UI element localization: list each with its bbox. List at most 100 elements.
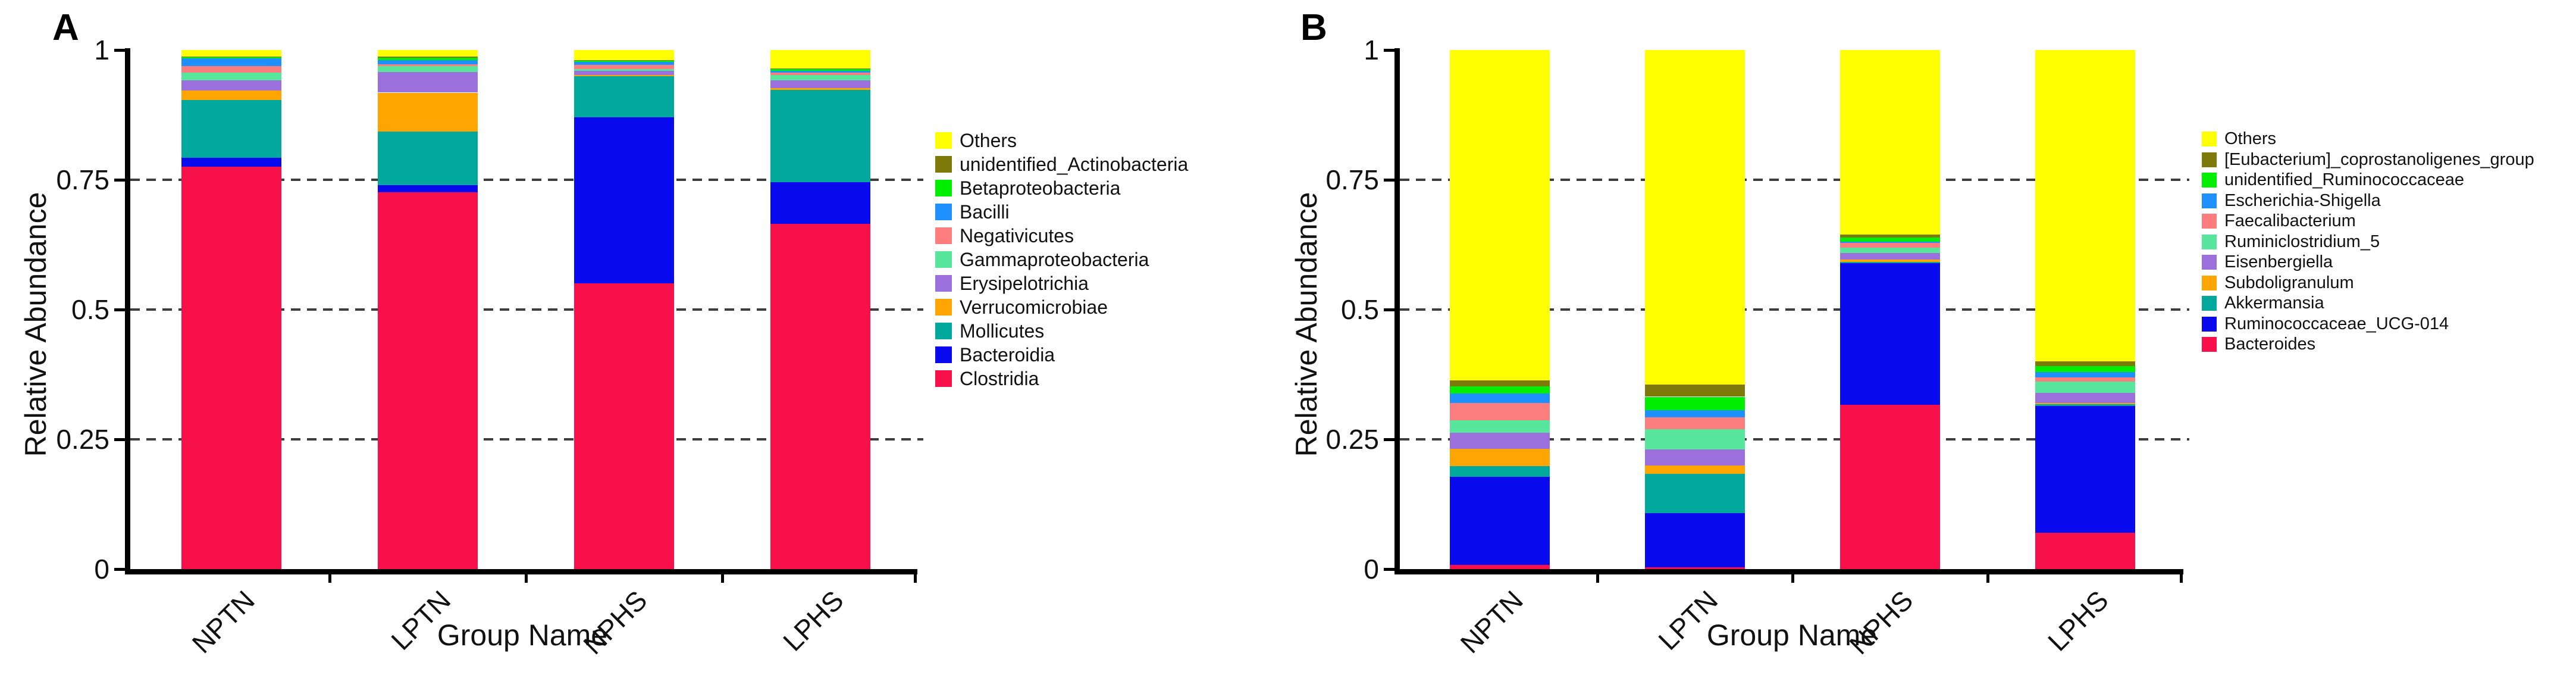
y-tick-0.25 xyxy=(1384,438,1394,441)
legend-swatch-Erysipelotrichia xyxy=(935,275,952,292)
y-axis-line xyxy=(1394,48,1400,573)
x-tick xyxy=(328,572,331,583)
panel-A-x-axis-title: Group Name xyxy=(437,618,608,652)
bar-segment-Faecalibacterium xyxy=(1645,417,1745,430)
legend-label: unidentified_Ruminococcaceae xyxy=(2224,170,2465,189)
bar-segment-[Eubacterium]_coprostanoligenes_group xyxy=(1840,234,1940,238)
legend-item: Mollicutes xyxy=(935,320,1045,342)
bar-segment-Bacteroides xyxy=(1840,404,1940,569)
x-tick xyxy=(1986,572,1989,583)
bar-segment-Others xyxy=(770,50,870,69)
bar-LPTN xyxy=(378,50,478,569)
bar-segment-Others xyxy=(1645,50,1745,385)
legend-item: Escherichia-Shigella xyxy=(2202,191,2381,210)
bar-segment-[Eubacterium]_coprostanoligenes_group xyxy=(1450,380,1550,387)
panel-B-x-axis-title: Group Name xyxy=(1706,618,1878,652)
y-axis-line xyxy=(125,48,130,573)
bar-segment-Gammaproteobacteria xyxy=(770,74,870,80)
bar-segment-Mollicutes xyxy=(378,131,478,185)
bar-segment-Betaproteobacteria xyxy=(378,58,478,60)
bar-segment-Ruminococcaceae_UCG-014 xyxy=(1645,513,1745,567)
legend-label: Ruminiclostridium_5 xyxy=(2224,232,2380,251)
x-axis-line xyxy=(125,569,917,574)
bar-segment-Betaproteobacteria xyxy=(181,57,281,58)
bar-segment-Escherichia-Shigella xyxy=(2035,371,2135,378)
legend-label: Eisenbergiella xyxy=(2224,252,2333,271)
y-tick-label: 0.25 xyxy=(1325,424,1379,455)
bar-segment-Verrucomicrobiae xyxy=(574,74,674,76)
bar-segment-Clostridia xyxy=(574,283,674,569)
legend-label: unidentified_Actinobacteria xyxy=(960,153,1189,175)
bar-segment-Akkermansia xyxy=(1645,474,1745,513)
gridline-0.25 xyxy=(130,438,923,441)
bar-segment-Bacteroidia xyxy=(574,117,674,284)
panel-B-letter: B xyxy=(1300,7,1327,48)
legend-item: Bacilli xyxy=(935,201,1010,223)
legend-swatch-Eisenbergiella xyxy=(2202,255,2217,270)
bar-segment-Bacilli xyxy=(181,58,281,67)
bar-segment-Gammaproteobacteria xyxy=(378,66,478,72)
bar-segment-Ruminiclostridium_5 xyxy=(1645,429,1745,449)
x-tick xyxy=(914,572,917,583)
legend-label: [Eubacterium]_coprostanoligenes_group xyxy=(2224,149,2534,169)
bar-segment-Betaproteobacteria xyxy=(770,69,870,71)
bar-segment-Akkermansia xyxy=(2035,404,2135,407)
legend-label: Faecalibacterium xyxy=(2224,211,2356,230)
bar-NPHS xyxy=(1840,50,1940,569)
x-axis-line xyxy=(1394,569,2183,574)
bar-segment-Erysipelotrichia xyxy=(378,71,478,93)
y-tick-label: 0 xyxy=(94,554,109,585)
legend-swatch-[Eubacterium]_coprostanoligenes_group xyxy=(2202,152,2217,167)
bar-segment-Escherichia-Shigella xyxy=(1645,410,1745,418)
bar-segment-unidentified_Ruminococcaceae xyxy=(1840,237,1940,242)
bar-segment-Subdoligranulum xyxy=(1645,465,1745,474)
legend-item: Others xyxy=(2202,129,2276,148)
legend-swatch-Betaproteobacteria xyxy=(935,180,952,196)
bar-segment-Others xyxy=(181,50,281,57)
legend-label: Negativicutes xyxy=(960,224,1074,246)
bar-LPTN xyxy=(1645,50,1745,569)
legend-swatch-Gammaproteobacteria xyxy=(935,251,952,268)
y-tick-label: 0.5 xyxy=(71,294,109,325)
legend-label: Subdoligranulum xyxy=(2224,273,2354,292)
bar-segment-unidentified_Ruminococcaceae xyxy=(2035,366,2135,372)
bar-segment-Gammaproteobacteria xyxy=(574,69,674,71)
bar-segment-Bacteroidia xyxy=(181,158,281,167)
bar-segment-unidentified_Actinobacteria xyxy=(770,68,870,70)
legend-item: Others xyxy=(935,130,1017,151)
x-category-label-LPHS: LPHS xyxy=(776,584,850,657)
legend-label: Erysipelotrichia xyxy=(960,272,1089,294)
bar-segment-Subdoligranulum xyxy=(1450,448,1550,467)
legend-swatch-Others xyxy=(2202,132,2217,146)
bar-segment-Clostridia xyxy=(181,167,281,569)
legend-item: Erysipelotrichia xyxy=(935,272,1089,294)
bar-segment-Subdoligranulum xyxy=(2035,402,2135,404)
legend-item: Subdoligranulum xyxy=(2202,273,2354,292)
bar-segment-Eisenbergiella xyxy=(1840,252,1940,260)
bar-segment-Negativicutes xyxy=(378,64,478,67)
bar-LPHS xyxy=(770,50,870,569)
bar-segment-Ruminococcaceae_UCG-014 xyxy=(1450,476,1550,565)
bar-segment-Erysipelotrichia xyxy=(770,80,870,88)
legend-label: Mollicutes xyxy=(960,320,1045,342)
bar-segment-Others xyxy=(378,50,478,57)
legend-swatch-Bacilli xyxy=(935,204,952,220)
x-tick xyxy=(1596,572,1599,583)
bar-segment-Akkermansia xyxy=(1450,466,1550,477)
bar-segment-Negativicutes xyxy=(181,66,281,73)
bar-segment-Gammaproteobacteria xyxy=(181,73,281,80)
legend-label: Bacteroidia xyxy=(960,343,1055,366)
y-tick-label: 0.5 xyxy=(1341,294,1379,325)
legend-item: Betaproteobacteria xyxy=(935,177,1120,199)
legend-item: [Eubacterium]_coprostanoligenes_group xyxy=(2202,149,2534,169)
x-tick xyxy=(1791,572,1794,583)
y-tick-0 xyxy=(114,568,125,571)
bar-segment-Bacilli xyxy=(378,60,478,64)
bar-segment-Others xyxy=(574,50,674,61)
bar-segment-Others xyxy=(2035,50,2135,362)
legend-label: Bacilli xyxy=(960,201,1010,223)
bar-segment-Ruminiclostridium_5 xyxy=(2035,382,2135,393)
bar-segment-unidentified_Ruminococcaceae xyxy=(1450,386,1550,394)
legend-label: Bacteroides xyxy=(2224,335,2316,354)
bar-segment-Verrucomicrobiae xyxy=(181,90,281,100)
